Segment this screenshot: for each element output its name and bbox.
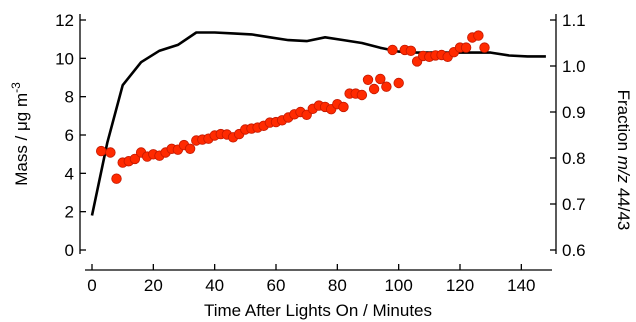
left-y-axis-title-text: Mass / (12, 131, 31, 186)
right-y-axis-title: Fraction m/z 44/43 (614, 90, 633, 231)
x-tick-label: 20 (144, 276, 163, 295)
left-y-tick-label: 0 (65, 241, 74, 260)
ticks-group: 0 20 40 60 80 100 120 140 0 2 4 6 8 10 12 0.6 0.7 0.8 0.9 1… (55, 11, 586, 295)
right-y-tick-label: 1.1 (562, 11, 586, 30)
x-tick-label: 0 (87, 276, 96, 295)
fraction-point (387, 44, 398, 56)
fraction-point (105, 147, 116, 158)
right-y-tick-label: 1.0 (562, 57, 586, 76)
fraction-point (479, 42, 490, 53)
x-tick-label: 120 (446, 276, 474, 295)
left-y-axis-title-mu: μ (12, 121, 31, 131)
x-tick-label: 40 (205, 276, 224, 295)
fraction-point (338, 101, 349, 113)
right-y-axis-title-italic: m/z (614, 156, 633, 184)
right-y-tick-label: 0.9 (562, 103, 586, 122)
x-tick-label: 140 (507, 276, 535, 295)
left-y-tick-label: 8 (65, 88, 74, 107)
left-y-tick-label: 6 (65, 126, 74, 145)
right-y-tick-label: 0.7 (562, 195, 586, 214)
left-y-axis-title-exponent: -3 (9, 82, 23, 93)
fraction-point (473, 30, 484, 41)
fraction-point (368, 83, 380, 95)
fraction-point (393, 77, 404, 89)
left-y-tick-label: 2 (65, 203, 74, 222)
fraction-point (129, 153, 141, 165)
right-y-tick-label: 0.6 (562, 241, 586, 260)
right-y-axis-title-suffix: 44/43 (614, 183, 633, 230)
fraction-point (111, 173, 122, 184)
line-series-group (90, 31, 546, 216)
x-tick-label: 60 (267, 276, 286, 295)
fraction-point (356, 89, 368, 101)
axes-group (79, 14, 557, 271)
fraction-point (460, 42, 472, 53)
scatter-series-group (95, 30, 490, 184)
left-y-tick-label: 4 (65, 164, 74, 183)
fraction-point (362, 74, 374, 86)
fraction-point (375, 73, 386, 85)
right-y-axis-title-prefix: Fraction (614, 90, 633, 156)
fraction-point (95, 145, 107, 157)
x-tick-label: 80 (328, 276, 347, 295)
left-y-axis-title-unit: g m (12, 93, 31, 121)
left-y-axis-title: Mass / μg m-3 (9, 82, 31, 186)
left-y-tick-label: 12 (55, 11, 74, 30)
left-y-tick-label: 10 (55, 49, 74, 68)
mass-line (90, 31, 546, 216)
fraction-point (184, 143, 196, 155)
right-y-tick-label: 0.8 (562, 149, 586, 168)
x-axis-title: Time After Lights On / Minutes (204, 301, 432, 320)
fraction-point (381, 81, 392, 92)
x-tick-label: 100 (384, 276, 412, 295)
fraction-point (405, 45, 417, 57)
